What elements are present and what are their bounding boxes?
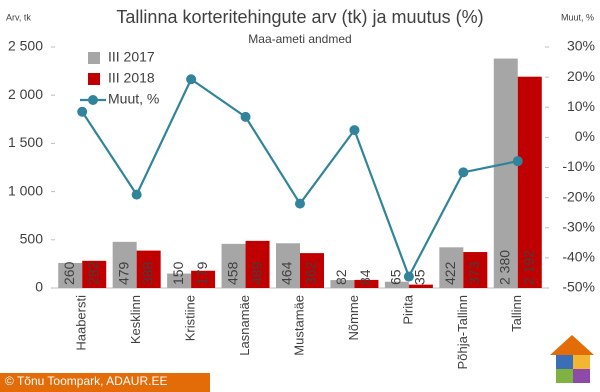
bar — [136, 250, 161, 288]
bar-value-label: 458 — [224, 261, 240, 285]
y2-tick-label: 20% — [567, 68, 595, 84]
legend-swatch — [88, 95, 98, 105]
bar — [493, 58, 518, 289]
bar-value-label: 82 — [333, 269, 349, 285]
line-marker — [186, 74, 197, 85]
y-tick-label: 0 — [35, 279, 43, 295]
legend-label: Muut, % — [108, 91, 159, 107]
line-marker — [240, 111, 251, 122]
bar-value-label: 179 — [194, 261, 210, 285]
line-marker — [77, 106, 88, 117]
footer-band — [0, 373, 210, 392]
bar — [58, 262, 83, 288]
y-tick-label: 500 — [20, 231, 44, 247]
bar — [112, 241, 137, 288]
x-tick-label: Mustamäe — [291, 295, 306, 356]
bar — [384, 281, 409, 288]
y2-tick-label: -50% — [562, 279, 595, 295]
y2-axis-label: Muut, % — [561, 12, 594, 22]
chart-title: Tallinna korteritehingute arv (tk) ja mu… — [116, 7, 483, 27]
bar-value-label: 2 380 — [496, 250, 512, 285]
y2-tick-label: -30% — [562, 218, 595, 234]
line-marker — [131, 189, 142, 200]
bar-value-label: 422 — [442, 261, 458, 285]
legend-label: III 2018 — [108, 70, 155, 86]
y2-tick-label: -20% — [562, 188, 595, 204]
legend-swatch — [88, 73, 100, 85]
x-tick-label: Kristiine — [183, 295, 198, 341]
chart-subtitle: Maa-ameti andmed — [248, 32, 351, 46]
y-tick-label: 1 000 — [8, 182, 43, 198]
bar-value-label: 65 — [388, 269, 404, 285]
y-axis-label: Arv, tk — [6, 12, 31, 22]
bar-value-label: 464 — [279, 261, 295, 285]
bar-value-label: 362 — [303, 261, 319, 285]
bar — [245, 240, 270, 288]
bar — [408, 284, 433, 288]
bar — [463, 252, 488, 288]
bar-value-label: 84 — [357, 269, 373, 285]
bar-value-label: 479 — [115, 261, 131, 285]
bar-value-label: 489 — [248, 261, 264, 285]
y2-tick-label: 0% — [575, 128, 595, 144]
x-tick-label: Põhja-Tallinn — [455, 295, 470, 369]
bar — [167, 273, 192, 288]
bar — [221, 243, 246, 288]
line-marker — [349, 125, 360, 136]
bar — [191, 270, 216, 288]
bar — [439, 247, 464, 288]
line-marker — [512, 156, 523, 167]
bar — [300, 253, 324, 288]
y2-tick-label: 10% — [567, 98, 595, 114]
logo — [550, 335, 594, 383]
line-marker — [403, 271, 414, 282]
bar-value-label: 373 — [466, 261, 482, 285]
bar-value-label: 388 — [139, 261, 155, 285]
bar-value-label: 282 — [85, 261, 101, 285]
footer: © Tõnu Toompark, ADAUR.EE — [5, 374, 167, 388]
x-tick-label: Nõmme — [346, 295, 361, 341]
bar — [354, 279, 379, 288]
line-marker — [458, 167, 469, 178]
x-tick-label: Haabersti — [74, 295, 89, 351]
x-tick-label: Pirita — [400, 294, 415, 324]
y-tick-label: 1 500 — [8, 134, 43, 150]
bar-value-label: 260 — [61, 261, 77, 285]
bar-value-label: 150 — [170, 261, 186, 285]
y2-tick-label: -10% — [562, 158, 595, 174]
bar — [82, 260, 107, 288]
x-tick-label: Tallinn — [509, 295, 524, 332]
legend-label: III 2017 — [108, 49, 155, 65]
bar — [276, 243, 300, 288]
bar — [330, 280, 355, 288]
x-tick-label: Lasnamäe — [237, 295, 252, 356]
x-tick-label: Kesklinn — [128, 295, 143, 344]
bar-value-label: 2 192 — [520, 250, 536, 285]
bar — [517, 76, 542, 289]
y-tick-label: 2 500 — [8, 38, 43, 54]
legend-swatch — [88, 52, 100, 64]
y-tick-label: 2 000 — [8, 86, 43, 102]
y2-tick-label: 30% — [567, 38, 595, 54]
bar-value-label: 35 — [412, 269, 428, 285]
y2-tick-label: -40% — [562, 249, 595, 265]
line-marker — [295, 198, 305, 209]
